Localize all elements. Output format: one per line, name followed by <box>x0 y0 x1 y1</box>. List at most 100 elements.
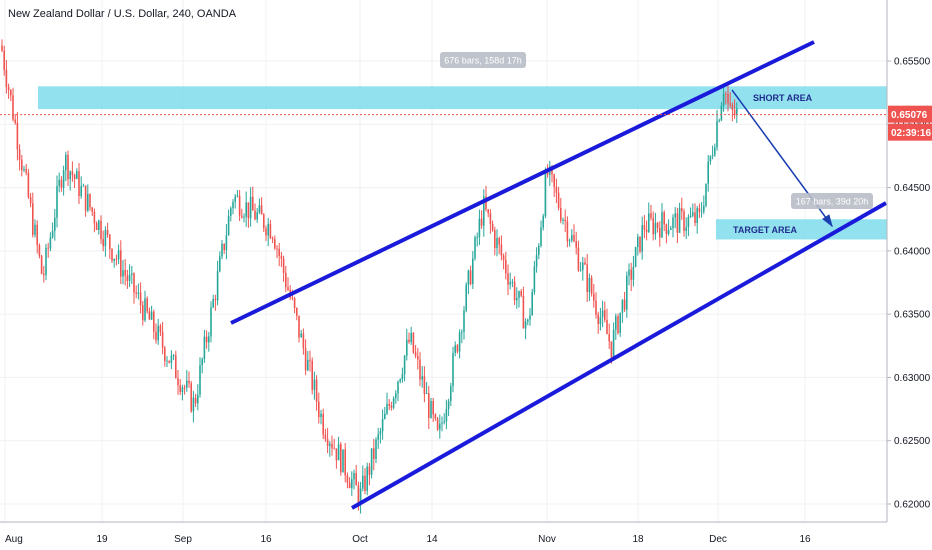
candle-body <box>623 299 626 310</box>
candle-body <box>562 219 564 221</box>
candles <box>1 39 738 514</box>
candle-body <box>511 281 514 283</box>
candle-body <box>564 219 566 222</box>
candle-body <box>430 401 432 418</box>
candle-body <box>590 277 593 294</box>
candle-body <box>287 287 289 290</box>
candle-body <box>485 196 487 210</box>
candle-body <box>678 208 681 233</box>
candle-body <box>436 418 439 430</box>
candle-body <box>386 403 388 414</box>
candle-body <box>172 355 175 357</box>
candle-body <box>73 175 76 179</box>
candle-body <box>527 319 529 322</box>
candle-body <box>265 228 267 236</box>
candle-body <box>16 122 19 150</box>
candle-body <box>736 108 738 116</box>
candle-body <box>223 243 225 250</box>
candle-body <box>656 222 659 228</box>
x-tick-label: Dec <box>709 534 727 545</box>
candle-body <box>544 172 547 217</box>
candle-body <box>718 120 720 122</box>
candle-body <box>203 336 206 360</box>
candle-body <box>111 248 113 261</box>
candle-body <box>379 431 382 435</box>
candle-body <box>190 383 192 412</box>
candle-body <box>216 271 219 301</box>
candle-body <box>568 240 571 242</box>
candle-body <box>364 475 366 491</box>
candle-body <box>577 247 580 271</box>
candle-body <box>49 237 52 249</box>
candle-body <box>428 393 430 418</box>
candle-body <box>599 317 602 325</box>
candle-body <box>115 258 118 260</box>
channel-lower-line <box>351 201 887 510</box>
measure-label-box <box>791 193 873 209</box>
candle-body <box>54 217 56 231</box>
candle-body <box>674 213 676 218</box>
y-tick-label: 0.63500 <box>894 310 931 321</box>
candle-body <box>414 352 417 357</box>
target-area-label: TARGET AREA <box>733 225 797 235</box>
candle-body <box>406 339 408 356</box>
candle-body <box>610 341 613 358</box>
candle-body <box>258 205 261 213</box>
x-tick-label: Nov <box>538 534 556 545</box>
candle-body <box>351 479 353 489</box>
candle-body <box>18 149 21 160</box>
candle-body <box>155 331 157 341</box>
candle-body <box>38 244 41 256</box>
candle-body <box>263 214 265 229</box>
candle-body <box>452 353 454 387</box>
candle-body <box>219 256 221 272</box>
candle-body <box>260 205 263 215</box>
candle-body <box>531 291 533 316</box>
x-tick-label: Oct <box>352 534 368 545</box>
candle-body <box>575 241 577 248</box>
candle-body <box>637 236 639 248</box>
candle-body <box>293 298 296 308</box>
candle-body <box>188 380 190 384</box>
candle-body <box>443 421 445 423</box>
candle-body <box>687 216 690 228</box>
candle-body <box>337 444 340 461</box>
candle-body <box>529 315 531 320</box>
candle-body <box>399 379 401 382</box>
candle-body <box>560 207 562 221</box>
candle-body <box>593 293 595 301</box>
candle-body <box>40 255 43 274</box>
candle-body <box>120 250 122 277</box>
candle-body <box>727 93 729 104</box>
candle-body <box>641 225 643 252</box>
candle-body <box>139 292 142 306</box>
candle-body <box>634 247 637 267</box>
candle-body <box>62 170 65 188</box>
short-area-label: SHORT AREA <box>753 93 813 103</box>
candle-body <box>729 103 731 105</box>
candle-body <box>540 227 542 246</box>
candle-body <box>307 359 309 371</box>
candle-body <box>403 355 406 375</box>
candle-body <box>672 217 674 229</box>
candle-body <box>12 95 14 120</box>
candle-body <box>315 379 318 402</box>
candle-body <box>113 258 115 261</box>
candle-body <box>335 448 338 461</box>
symbol-title: New Zealand Dollar / U.S. Dollar, 240, O… <box>8 8 237 20</box>
candle-body <box>225 235 228 250</box>
candle-body <box>71 171 74 176</box>
candle-body <box>21 159 23 171</box>
x-tick-label: 16 <box>799 534 811 545</box>
x-tick-label: 19 <box>96 534 108 545</box>
candle-body <box>137 292 140 294</box>
candle-body <box>432 401 434 415</box>
candle-body <box>434 414 437 419</box>
price-tag-box <box>888 105 932 123</box>
candle-body <box>538 245 540 255</box>
candle-body <box>421 376 423 380</box>
candle-body <box>353 473 355 480</box>
candle-body <box>362 475 364 489</box>
candle-body <box>694 212 696 223</box>
